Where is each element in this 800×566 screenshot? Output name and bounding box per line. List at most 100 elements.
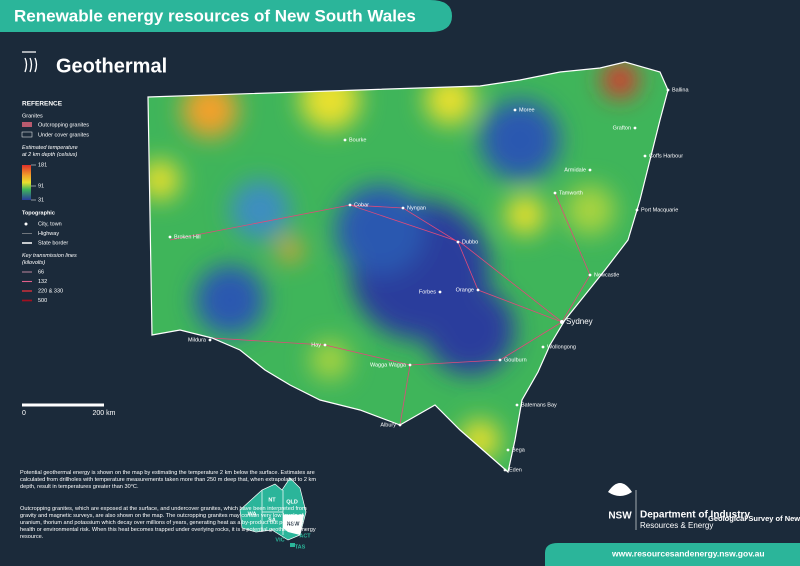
inset-label: ACT [299,533,311,539]
city-dot [541,345,545,349]
division: Resources & Energy [640,521,713,530]
city-label: Orange [456,287,474,293]
city-dot [503,468,507,472]
city-dot [666,88,670,92]
map-title: Geothermal [56,55,167,77]
legend-item: State border [38,240,68,246]
city-dot [401,206,405,210]
city-dot [635,208,639,212]
city-dot [323,343,327,347]
legend-item: Under cover granites [38,132,89,138]
footer-banner [545,543,800,566]
city-dot [506,448,510,452]
city-label: Wagga Wagga [370,362,407,368]
inset-label: TAS [295,544,306,550]
inset-map [239,477,307,547]
legend-item: City, town [38,221,62,227]
city-label: Newcastle [594,272,619,278]
city-label: Nyngan [407,205,426,211]
legend-item: 220 & 330 [38,288,63,294]
legend-subheading: Granites [22,113,43,119]
city-dot [343,138,347,142]
inset-label: WA [248,511,257,517]
city-label: Moree [519,107,535,113]
geothermal-icon [22,51,38,73]
city-label: Bega [512,447,526,453]
inset-label: NSW [287,521,301,527]
city-dot [498,358,502,362]
city-dot [438,290,442,294]
city-label: Port Macquarie [641,207,678,213]
legend-swatch [22,122,32,127]
legend-heading: REFERENCE [22,101,63,108]
temperature-map [148,62,668,472]
city-label: Forbes [419,289,436,295]
city-dot [633,126,637,130]
city-label: Goulburn [504,357,527,363]
city-dot [588,168,592,172]
city-label: Eden [509,467,522,473]
city-label: Ballina [672,87,689,93]
city-label: Coffs Harbour [649,153,683,159]
city-dot [643,154,647,158]
legend-heading-line: Estimated temperature [22,145,78,151]
city-label: Dubbo [462,239,478,245]
city-label: Hay [311,342,321,348]
legend-item: 66 [38,269,44,275]
legend-subheading: Key transmission lines (kilovolts) [22,253,77,266]
color-bar-label: 31 [38,197,44,203]
header-banner [0,0,452,32]
legend-heading-line: (kilovolts) [22,260,45,266]
color-bar [22,165,31,200]
legend-swatch [21,131,33,138]
city-dot [553,191,557,195]
department: Department of Industry [640,510,750,521]
city-dot [456,240,460,244]
legend-subheading: Topographic [22,210,55,216]
city-label: Albury [380,422,396,428]
inset-label: QLD [286,499,298,505]
city-dot [398,423,402,427]
city-dot [560,320,564,324]
legend-item: 132 [38,279,47,285]
city-label: Cobar [354,202,369,208]
inset-label: NT [268,497,276,503]
inset-label: SA [268,517,276,523]
city-label: Tamworth [559,190,583,196]
city-label: Armidale [564,167,586,173]
city-dot [348,203,352,207]
scale-label: 200 km [93,410,116,417]
city-dot [168,235,172,239]
color-bar-label: 91 [38,183,44,189]
city-dot [476,288,480,292]
description: Potential geothermal energy is shown on … [20,470,317,490]
city-label: Sydney [566,317,593,326]
legend-item: Outcropping granites [38,122,89,128]
legend-symbol [24,222,28,226]
city-label: Bourke [349,137,366,143]
website: www.resourcesandenergy.nsw.gov.au [611,548,765,558]
survey: Geological Survey of New South Wales [708,514,800,523]
nsw-logo: NSW Department of Industry Resources & E… [608,483,800,530]
city-label: Mildura [188,337,207,343]
color-bar-label: 181 [38,162,47,168]
city-dot [408,363,412,367]
state-border [147,61,669,474]
inset-label: VIC [275,537,284,543]
city-label: Wollongong [547,344,576,350]
legend-heading-line: at 2 km depth (celsius) [22,152,77,158]
city-label: Broken Hill [174,234,201,240]
legend-item: 500 [38,298,47,304]
legend-heading-line: Key transmission lines [22,253,77,259]
scale-label: 0 [22,410,26,417]
description: Outcropping granites, which are exposed … [20,506,316,540]
city-dot [208,338,212,342]
city-dot [515,403,519,407]
header-title: Renewable energy resources of New South … [14,6,416,25]
city-dot [513,108,517,112]
city-label: Grafton [613,125,631,131]
city-dot [588,273,592,277]
legend-item: Highway [38,231,59,237]
